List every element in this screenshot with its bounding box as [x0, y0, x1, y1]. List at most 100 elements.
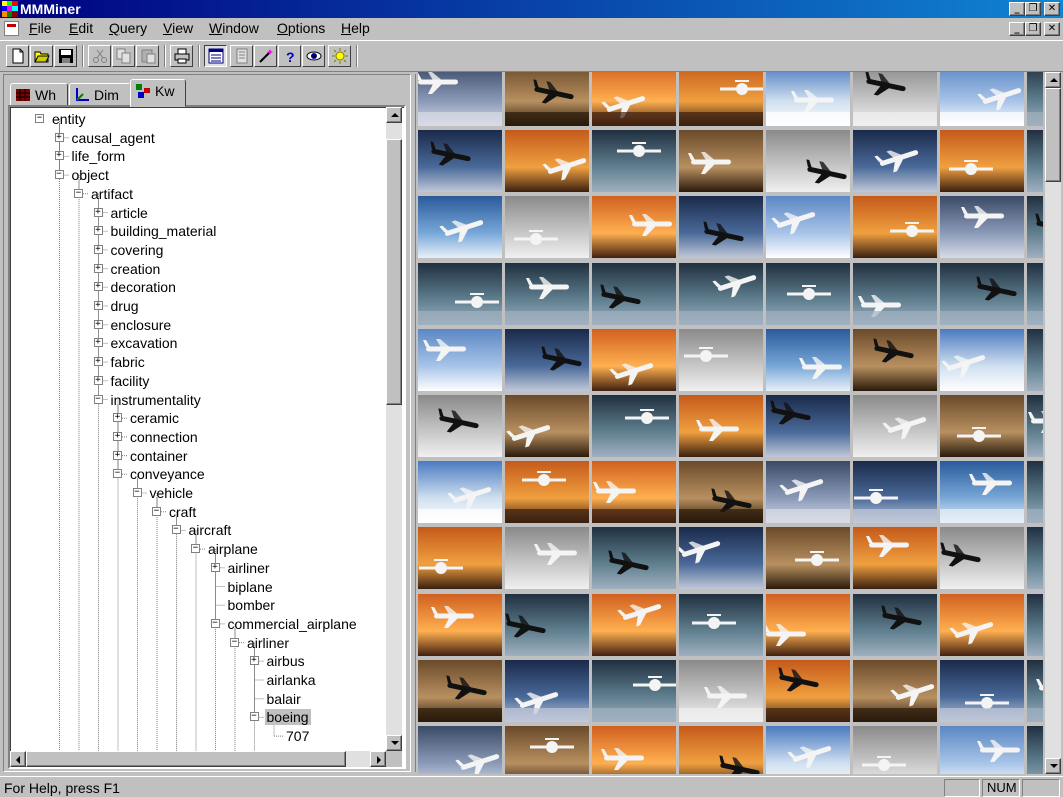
expand-icon[interactable]: + [210, 561, 220, 572]
tree-node-building-material[interactable]: building_material [109, 222, 219, 240]
image-thumbnail[interactable] [1027, 328, 1043, 391]
image-thumbnail[interactable] [679, 262, 763, 325]
expand-icon[interactable]: + [54, 131, 64, 142]
image-thumbnail[interactable] [418, 726, 502, 774]
child-restore-button[interactable]: ❐ [1025, 22, 1041, 36]
scroll-thumb[interactable] [386, 139, 402, 405]
image-thumbnail[interactable] [505, 130, 589, 193]
image-thumbnail[interactable] [853, 593, 937, 656]
tree-node-aircraft[interactable]: aircraft [187, 521, 234, 539]
image-thumbnail[interactable] [418, 593, 502, 656]
expand-icon[interactable]: + [93, 262, 103, 273]
image-thumbnail[interactable] [766, 726, 850, 774]
tree-node-vehicle[interactable]: vehicle [148, 484, 196, 502]
image-thumbnail[interactable] [853, 659, 937, 722]
image-thumbnail[interactable] [418, 262, 502, 325]
expand-icon[interactable]: + [113, 412, 122, 423]
image-thumbnail[interactable] [679, 659, 763, 722]
image-thumbnail[interactable] [679, 196, 763, 259]
tree-node-creation[interactable]: creation [109, 260, 163, 278]
image-thumbnail[interactable] [766, 196, 850, 259]
menu-query[interactable]: Query [106, 20, 150, 36]
image-thumbnail[interactable] [418, 196, 502, 259]
collapse-icon[interactable]: − [132, 487, 142, 497]
image-thumbnail[interactable] [1027, 461, 1043, 524]
image-thumbnail[interactable] [418, 395, 502, 457]
tree-node-connection[interactable]: connection [128, 428, 200, 446]
image-thumbnail[interactable] [505, 262, 589, 325]
image-thumbnail[interactable] [505, 527, 589, 590]
paste-button[interactable] [136, 45, 159, 67]
image-thumbnail[interactable] [940, 395, 1024, 457]
image-thumbnail[interactable] [418, 130, 502, 193]
image-thumbnail[interactable] [940, 659, 1024, 722]
image-thumbnail[interactable] [853, 328, 937, 391]
expand-icon[interactable]: + [113, 430, 122, 441]
menu-file[interactable]: File [26, 20, 55, 36]
help-button[interactable]: ? [278, 45, 301, 67]
tree-node-container[interactable]: container [128, 447, 190, 465]
new-file-button[interactable] [6, 45, 29, 67]
image-thumbnail[interactable] [592, 593, 676, 656]
image-thumbnail[interactable] [940, 262, 1024, 325]
tree-node-airliner[interactable]: airliner [226, 559, 272, 577]
expand-icon[interactable]: + [113, 449, 122, 460]
image-thumbnail[interactable] [592, 461, 676, 524]
restore-button[interactable]: ❐ [1025, 2, 1041, 16]
sun-button[interactable] [328, 45, 351, 67]
image-thumbnail[interactable] [853, 196, 937, 259]
child-close-button[interactable]: ✕ [1044, 22, 1060, 36]
image-thumbnail[interactable] [940, 726, 1024, 774]
scroll-right-button[interactable] [370, 751, 386, 767]
image-thumbnail[interactable] [766, 659, 850, 722]
collapse-icon[interactable]: − [191, 543, 200, 554]
image-thumbnail[interactable] [679, 395, 763, 457]
scroll-up-button[interactable] [1045, 72, 1061, 88]
image-thumbnail[interactable] [1027, 593, 1043, 656]
image-thumbnail[interactable] [418, 72, 502, 126]
tree-node-fabric[interactable]: fabric [109, 353, 147, 371]
image-thumbnail[interactable] [592, 130, 676, 193]
open-folder-button[interactable] [30, 45, 53, 67]
image-thumbnail[interactable] [679, 328, 763, 391]
expand-icon[interactable]: + [93, 374, 103, 385]
menu-window[interactable]: Window [206, 20, 262, 36]
collapse-icon[interactable]: − [210, 617, 220, 628]
image-thumbnail[interactable] [766, 593, 850, 656]
tree-node-commercial-airplane[interactable]: commercial_airplane [226, 615, 359, 633]
image-thumbnail[interactable] [1027, 130, 1043, 193]
image-thumbnail[interactable] [940, 72, 1024, 126]
image-thumbnail[interactable] [418, 461, 502, 524]
tree-node-article[interactable]: article [109, 204, 150, 222]
scroll-down-button[interactable] [1045, 758, 1061, 774]
image-thumbnail[interactable] [418, 527, 502, 590]
minimize-button[interactable]: _ [1009, 2, 1025, 16]
image-thumbnail[interactable] [592, 395, 676, 457]
tree-node-airliner[interactable]: airliner [245, 634, 291, 652]
image-thumbnail[interactable] [679, 527, 763, 590]
eye-button[interactable] [302, 45, 325, 67]
copy-button[interactable] [112, 45, 135, 67]
tree-node-biplane[interactable]: biplane [226, 578, 275, 596]
collapse-icon[interactable]: − [171, 524, 181, 535]
image-thumbnail[interactable] [679, 593, 763, 656]
image-thumbnail[interactable] [766, 461, 850, 524]
expand-icon[interactable]: + [93, 206, 103, 217]
image-thumbnail[interactable] [940, 196, 1024, 259]
image-thumbnail[interactable] [592, 659, 676, 722]
collapse-icon[interactable]: − [113, 468, 122, 479]
image-thumbnail[interactable] [505, 72, 589, 126]
tree-node-causal-agent[interactable]: causal_agent [70, 129, 157, 147]
image-thumbnail[interactable] [592, 72, 676, 126]
image-thumbnail[interactable] [853, 262, 937, 325]
image-thumbnail[interactable] [940, 328, 1024, 391]
menu-options[interactable]: Options [274, 20, 328, 36]
image-thumbnail[interactable] [853, 130, 937, 193]
image-thumbnail[interactable] [1027, 659, 1043, 722]
image-thumbnail[interactable] [853, 72, 937, 126]
tree-node-facility[interactable]: facility [109, 372, 152, 390]
scroll-up-button[interactable] [386, 107, 402, 123]
tree-node-airbus[interactable]: airbus [265, 652, 307, 670]
document-icon[interactable] [4, 21, 19, 36]
tree-node-boeing[interactable]: boeing [264, 708, 311, 726]
